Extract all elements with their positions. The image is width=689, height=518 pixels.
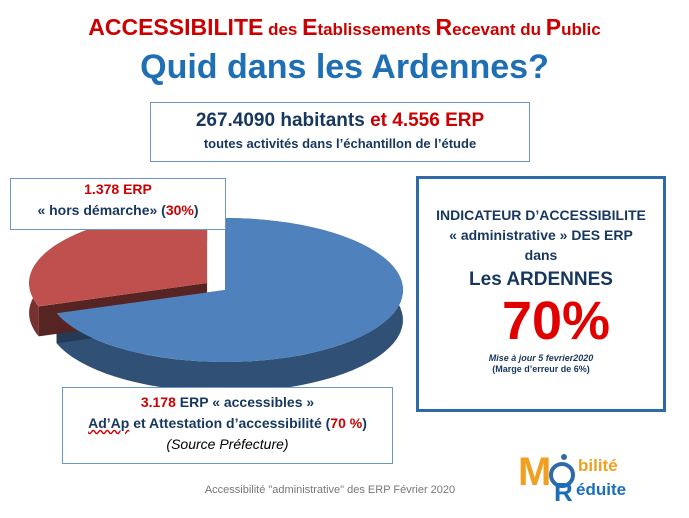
- summary-box: 267.4090 habitants et 4.556 ERP toutes a…: [150, 102, 530, 162]
- title-line2: Quid dans les Ardennes?: [140, 48, 549, 86]
- indicator-margin: (Marge d’erreur de 6%): [492, 364, 590, 374]
- acc-count: 3.178: [140, 394, 176, 410]
- logo-text-bottom: éduite: [576, 480, 626, 499]
- acc-line1-rest: ERP « accessibles »: [175, 394, 315, 410]
- label-hors-demarche: 1.378 ERP « hors démarche» (30%): [10, 178, 226, 230]
- summary-subtitle: toutes activités dans l’échantillon de l…: [203, 136, 477, 151]
- mobilite-reduite-logo: M bilité R éduite: [518, 450, 626, 505]
- title-part: P: [545, 14, 562, 40]
- acc-line2: Ad’Ap et Attestation d’accessibilité (70…: [63, 413, 392, 434]
- acc-line2-close: ): [362, 415, 367, 431]
- adap-term: Ad’Ap: [88, 415, 130, 431]
- acc-line1: 3.178 ERP « accessibles »: [63, 392, 392, 413]
- indicator-line1: INDICATEUR D’ACCESSIBILITE: [436, 207, 646, 223]
- acc-source: (Source Préfecture): [166, 436, 289, 452]
- wheelchair-icon: [549, 462, 575, 488]
- indicator-line3: dans: [524, 247, 558, 263]
- title-part: E: [302, 14, 318, 40]
- hors-text-open: « hors démarche» (: [37, 202, 166, 218]
- logo-letter-r: R: [554, 477, 573, 505]
- title-part: ecevant du: [452, 20, 546, 39]
- indicator-date: Mise à jour 5 fevrier2020: [488, 353, 594, 363]
- title-line1: ACCESSIBILITE des Etablissements Recevan…: [0, 14, 689, 41]
- pie-slice-hors-demarche: [29, 211, 208, 307]
- title-part: tablissements: [317, 20, 436, 39]
- summary-line1: 267.4090 habitants et 4.556 ERP: [151, 110, 529, 132]
- footer: Accessibilité "administrative" des ERP F…: [204, 484, 456, 496]
- indicator-region: Les ARDENNES: [469, 269, 613, 290]
- title-part: ublic: [561, 20, 601, 39]
- indicator-line2: « administrative » DES ERP: [449, 227, 633, 243]
- acc-percent: 70 %: [330, 415, 363, 431]
- title-part: ACCESSIBILITE: [88, 14, 264, 40]
- acc-line2-mid: et Attestation d’accessibilité (: [129, 415, 331, 431]
- erp-total: 4.556 ERP: [392, 110, 485, 131]
- inhabitants-count: 267.4090 habitants: [195, 110, 365, 131]
- summary-connector: et: [370, 110, 387, 131]
- logo-text-top: bilité: [578, 456, 618, 475]
- indicator-box: INDICATEUR D’ACCESSIBILITE « administrat…: [416, 176, 666, 412]
- hors-count: 1.378 ERP: [84, 181, 152, 197]
- hors-text: « hors démarche» (30%): [11, 200, 225, 221]
- hors-percent: 30%: [165, 202, 194, 218]
- title-part: des: [263, 20, 303, 39]
- pie-slice-accessibles: [56, 218, 404, 362]
- logo-letter-m: M: [518, 450, 551, 494]
- label-accessibles: 3.178 ERP « accessibles » Ad’Ap et Attes…: [62, 387, 393, 464]
- title-part: R: [435, 14, 453, 40]
- hors-text-close: ): [193, 202, 199, 218]
- indicator-percent: 70%: [501, 291, 611, 351]
